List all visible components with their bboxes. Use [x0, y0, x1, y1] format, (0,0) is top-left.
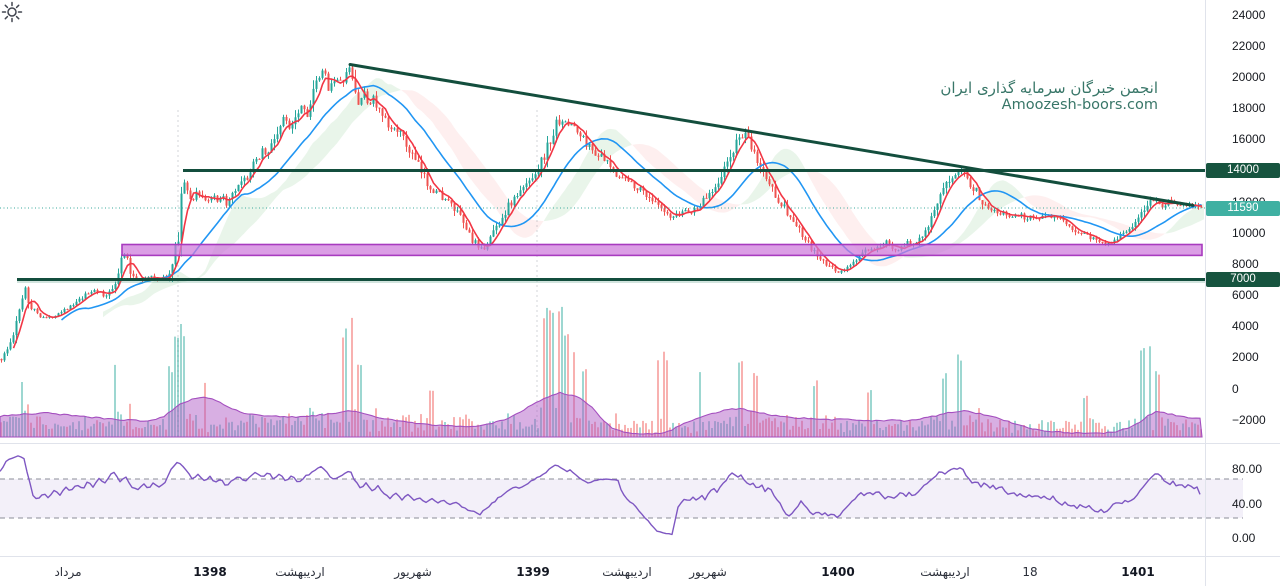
price-tick-label: −2000: [1232, 413, 1266, 427]
time-tick-label: اردیبهشت: [920, 565, 970, 579]
rsi-tick-label: 40.00: [1232, 497, 1263, 511]
rsi-tick-label: 80.00: [1232, 462, 1263, 476]
time-tick-label: 18: [1022, 565, 1038, 579]
price-tick-label: 24000: [1232, 8, 1266, 22]
time-axis[interactable]: مرداد 1398 اردیبهشت شهریور 1399 اردیبهشت شهریو…: [0, 556, 1280, 586]
time-tick-label: 1399: [516, 565, 550, 579]
price-tick-label: 22000: [1232, 39, 1266, 53]
price-tick-label: 16000: [1232, 132, 1266, 146]
price-badge-support: 7000: [1206, 272, 1280, 287]
price-tick-label: 4000: [1232, 319, 1259, 333]
price-tick-label: 8000: [1232, 257, 1259, 271]
price-tick-label: 6000: [1232, 288, 1259, 302]
time-tick-label: 1400: [821, 565, 855, 579]
price-badge-resistance: 14000: [1206, 163, 1280, 178]
price-tick-label: 10000: [1232, 226, 1266, 240]
price-tick-label: 18000: [1232, 101, 1266, 115]
last-price-badge: 11590: [1206, 201, 1280, 216]
time-tick-label: اردیبهشت: [275, 565, 325, 579]
rsi-tick-label: 0.00: [1232, 531, 1256, 545]
sun-icon[interactable]: [0, 0, 24, 24]
price-tick-label: 2000: [1232, 350, 1259, 364]
price-tick-label: 0: [1232, 382, 1239, 396]
time-tick-label: اردیبهشت: [602, 565, 652, 579]
time-tick-label: شهریور: [394, 565, 432, 579]
time-tick-label: 1398: [193, 565, 227, 579]
time-tick-label: 1401: [1121, 565, 1155, 579]
time-tick-label: شهریور: [689, 565, 727, 579]
time-tick-label: مرداد: [54, 565, 82, 579]
price-tick-label: 20000: [1232, 70, 1266, 84]
